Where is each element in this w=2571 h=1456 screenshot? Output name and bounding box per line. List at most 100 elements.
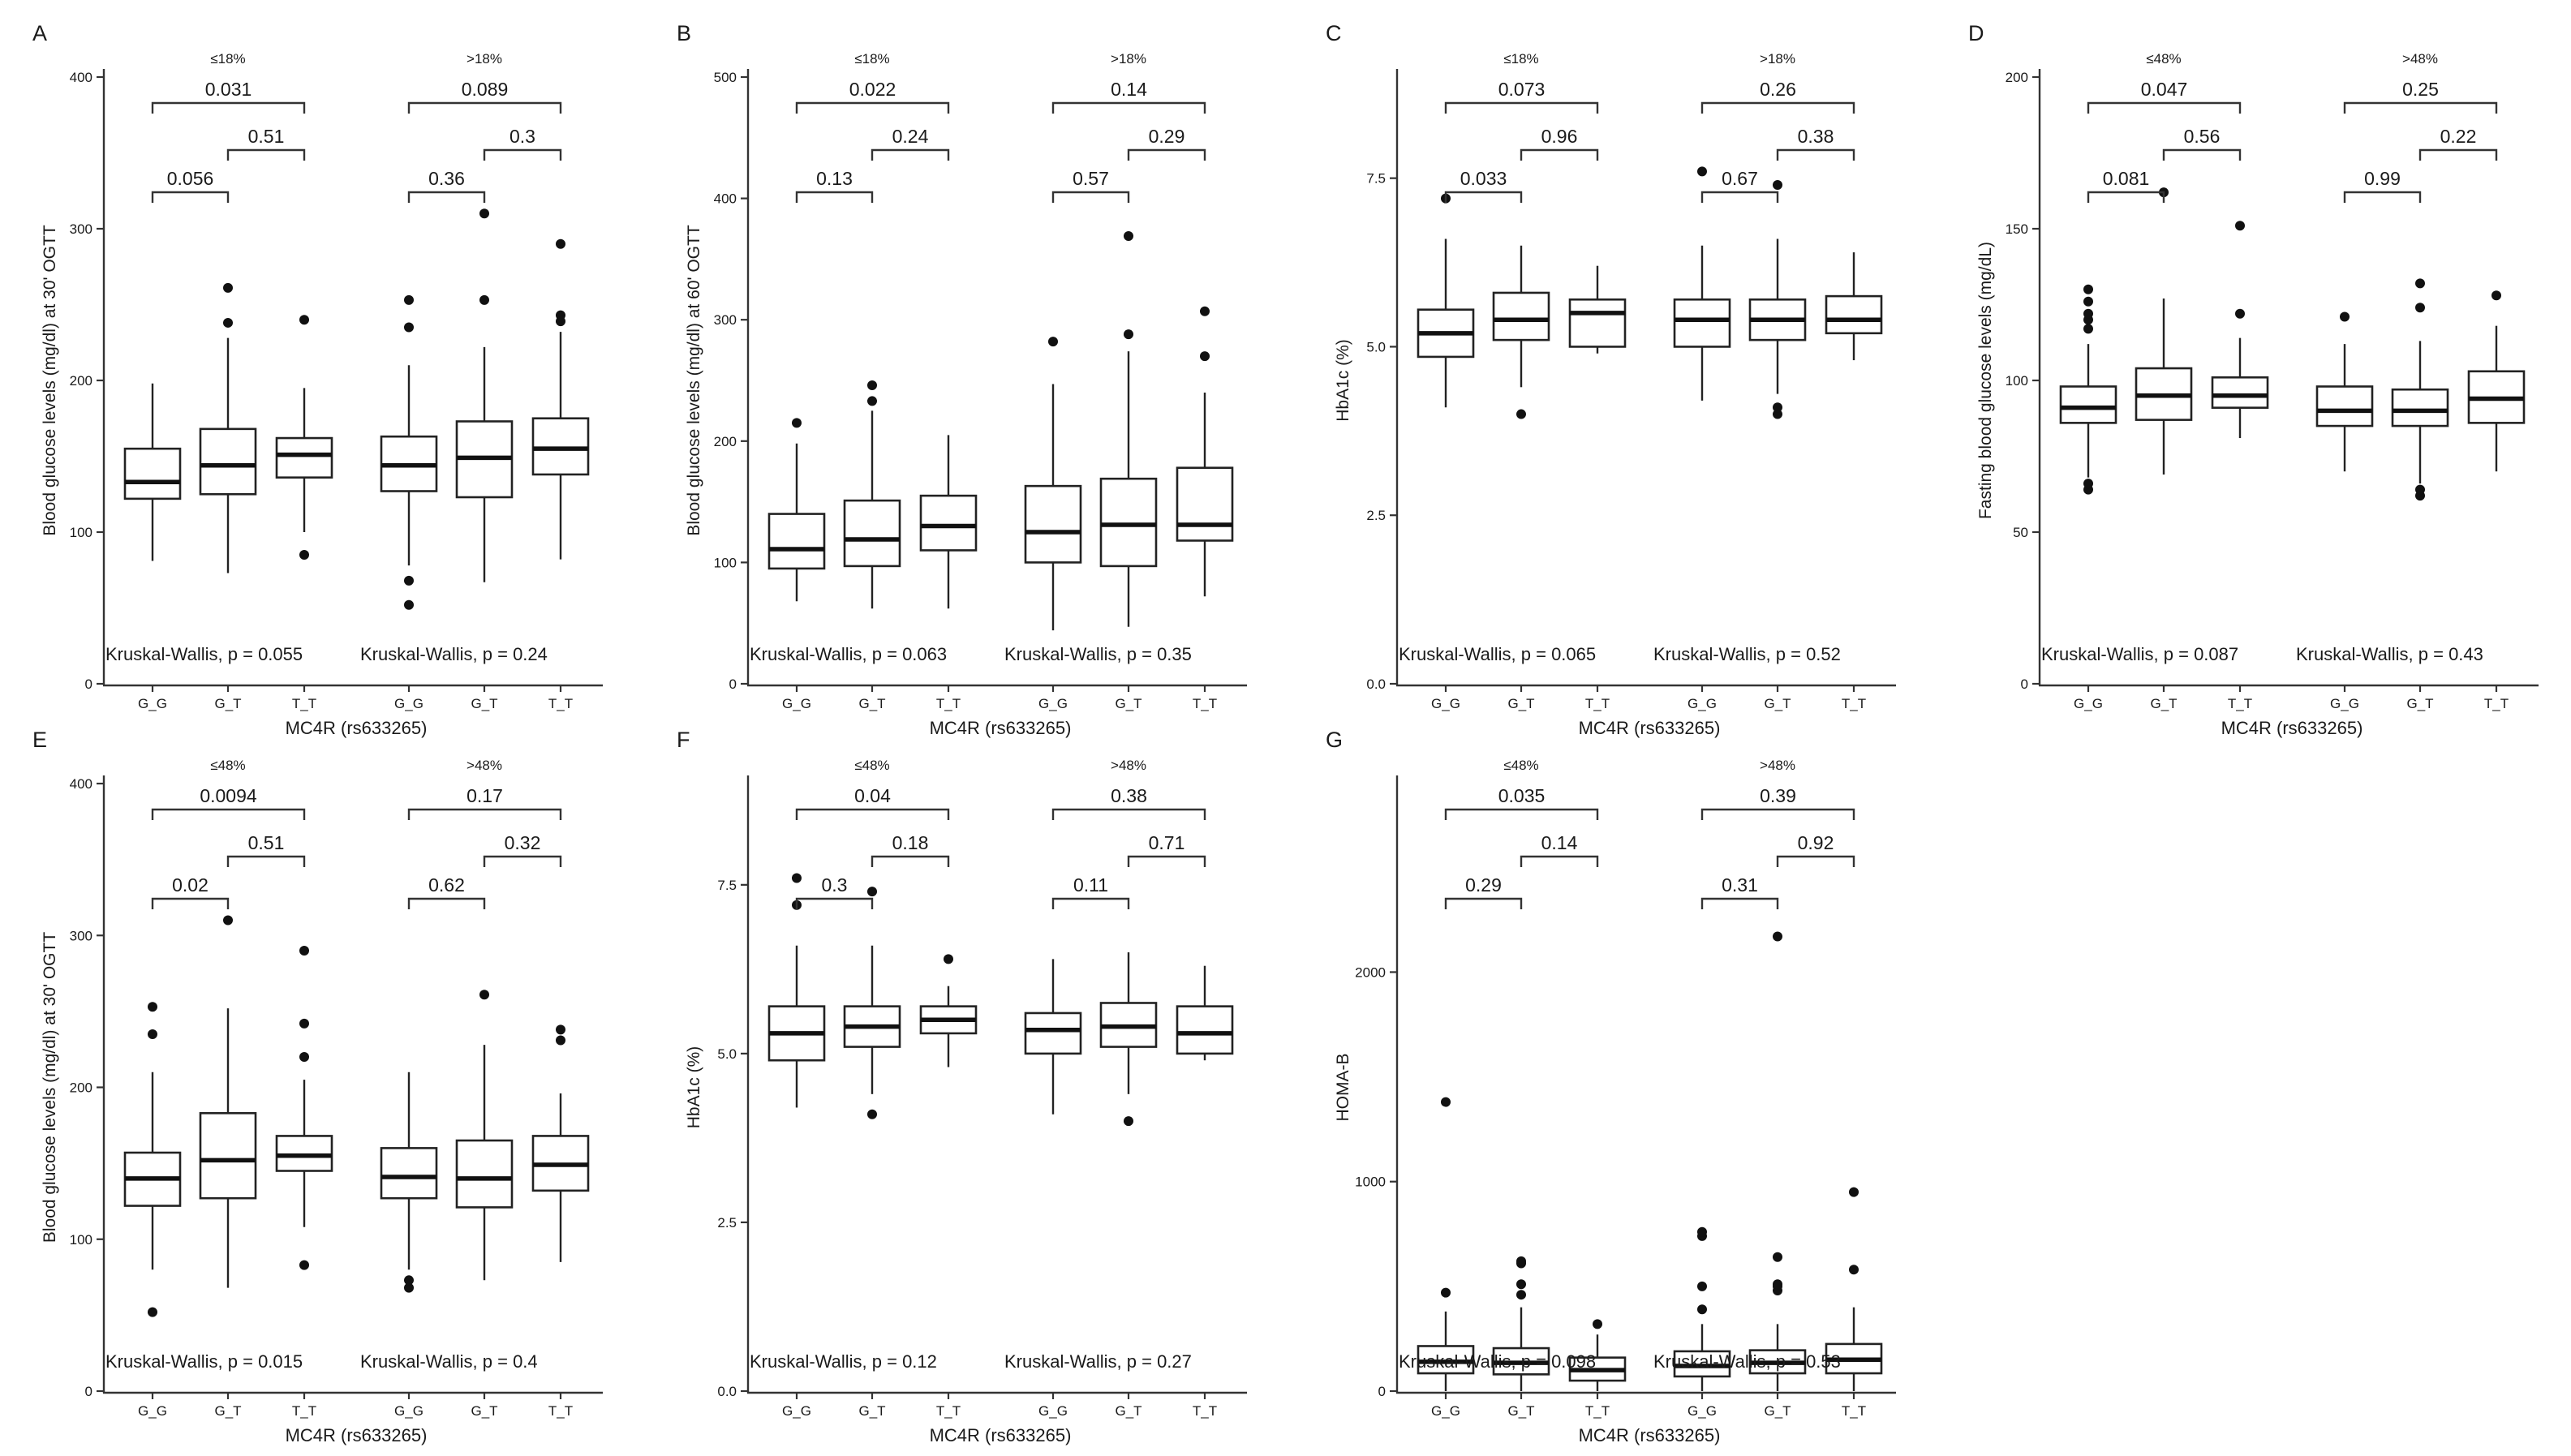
x-tick-label: G_T bbox=[1764, 1403, 1791, 1419]
facet-1: ≤48% G_G G_T T_T 0.02 0.51 0.0094 Kruskal-Walli… bbox=[105, 758, 333, 1419]
outlier-point bbox=[792, 418, 802, 428]
p-value-label: 0.073 bbox=[1498, 79, 1546, 100]
kruskal-wallis-label: Kruskal-Wallis, p = 0.015 bbox=[105, 1351, 303, 1372]
p-value-label: 0.031 bbox=[205, 79, 252, 100]
comparison-2-3: 0.3 bbox=[483, 126, 562, 161]
y-axis-title: Blood glucose levels (mg/dl) at 30' OGTT bbox=[41, 225, 59, 536]
p-value-label: 0.29 bbox=[1465, 874, 1502, 896]
box-body bbox=[1024, 1011, 1082, 1055]
y-axis-title: Fasting blood glucose levels (mg/dL) bbox=[1976, 242, 1995, 519]
facet-label: >18% bbox=[1760, 51, 1795, 67]
p-value-label: 0.38 bbox=[1111, 785, 1147, 806]
y-tick-label: 200 bbox=[2006, 70, 2028, 85]
box-g-g bbox=[1024, 959, 1082, 1115]
panel-letter: A bbox=[32, 21, 47, 45]
box-body bbox=[455, 1139, 514, 1209]
bracket-line bbox=[1444, 191, 1523, 203]
p-value-label: 0.081 bbox=[2103, 168, 2150, 189]
box-body bbox=[1673, 298, 1731, 348]
p-value-label: 0.04 bbox=[854, 785, 891, 806]
panel-g: G 0 1000 2000 HOMA-B MC4R (rs633265) ≤48% G_G G_… bbox=[1326, 728, 1896, 1445]
facet-label: >18% bbox=[1111, 51, 1146, 67]
box-g-t bbox=[1099, 952, 1158, 1127]
y-tick-label: 300 bbox=[70, 221, 92, 237]
box-body bbox=[2211, 376, 2269, 409]
comparison-1-3: 0.089 bbox=[407, 79, 562, 114]
kruskal-wallis-label: Kruskal-Wallis, p = 0.43 bbox=[2296, 644, 2483, 664]
outlier-point bbox=[1048, 337, 1058, 347]
x-axis-title: MC4R (rs633265) bbox=[930, 718, 1072, 738]
comparison-1-2: 0.13 bbox=[795, 168, 874, 203]
outlier-point bbox=[299, 550, 309, 560]
y-tick-label: 200 bbox=[714, 434, 737, 449]
bracket-line bbox=[483, 855, 562, 867]
box-g-t bbox=[199, 282, 257, 573]
bracket-line bbox=[1700, 808, 1855, 820]
outlier-point bbox=[2083, 324, 2093, 334]
facet-label: >48% bbox=[1760, 758, 1795, 773]
outlier-point bbox=[2235, 221, 2245, 231]
facet-label: ≤18% bbox=[854, 51, 889, 67]
outlier-point bbox=[1200, 306, 1210, 316]
box-t-t bbox=[1568, 265, 1627, 354]
bracket-line bbox=[795, 808, 950, 820]
outlier-point bbox=[556, 310, 565, 320]
p-value-label: 0.089 bbox=[462, 79, 509, 100]
p-value-label: 0.13 bbox=[816, 168, 853, 189]
kruskal-wallis-label: Kruskal-Wallis, p = 0.055 bbox=[105, 644, 303, 664]
box-g-g bbox=[380, 294, 438, 610]
bracket-line bbox=[1520, 855, 1599, 867]
box-g-t bbox=[1099, 230, 1158, 627]
bracket-line bbox=[2087, 101, 2242, 114]
p-value-label: 0.51 bbox=[248, 832, 285, 853]
kruskal-wallis-label: Kruskal-Wallis, p = 0.53 bbox=[1653, 1351, 1841, 1372]
kruskal-wallis-label: Kruskal-Wallis, p = 0.063 bbox=[750, 644, 947, 664]
facet-2: >18% G_G G_T T_T 0.57 0.29 0.14 Kruskal-Wallis,… bbox=[1004, 51, 1234, 711]
bracket-line bbox=[1444, 101, 1599, 114]
outlier-point bbox=[1124, 329, 1133, 340]
p-value-label: 0.22 bbox=[2440, 126, 2477, 147]
bracket-line bbox=[795, 897, 874, 909]
x-tick-label: G_T bbox=[471, 1403, 497, 1419]
kruskal-wallis-label: Kruskal-Wallis, p = 0.24 bbox=[360, 644, 548, 664]
outlier-point bbox=[2415, 303, 2425, 313]
facet-label: ≤48% bbox=[2146, 51, 2181, 67]
p-value-label: 0.96 bbox=[1541, 126, 1578, 147]
y-tick-label: 1000 bbox=[1355, 1175, 1386, 1190]
y-axis-title: Blood glucose levels (mg/dl) at 60' OGTT bbox=[685, 225, 703, 536]
p-value-label: 0.14 bbox=[1111, 79, 1147, 100]
outlier-point bbox=[2235, 308, 2245, 319]
box-g-g bbox=[123, 383, 182, 561]
y-tick-label: 400 bbox=[70, 70, 92, 85]
outlier-point bbox=[1773, 179, 1782, 190]
comparison-2-3: 0.29 bbox=[1127, 126, 1206, 161]
comparison-1-3: 0.17 bbox=[407, 785, 562, 820]
y-axis-title: Blood glucose levels (mg/dl) at 30' OGTT bbox=[41, 932, 59, 1243]
box-body bbox=[380, 1147, 438, 1200]
p-value-label: 0.99 bbox=[2364, 168, 2401, 189]
y-tick-label: 200 bbox=[70, 1080, 92, 1096]
x-tick-label: T_T bbox=[548, 1403, 573, 1419]
outlier-point bbox=[867, 887, 877, 897]
box-body bbox=[275, 436, 333, 479]
outlier-point bbox=[1516, 1279, 1526, 1290]
box-body bbox=[1825, 294, 1883, 335]
box-body bbox=[919, 494, 978, 552]
p-value-label: 0.02 bbox=[172, 874, 209, 896]
box-body bbox=[1492, 291, 1550, 341]
outlier-point bbox=[404, 599, 414, 610]
bracket-line bbox=[795, 191, 874, 203]
box-body bbox=[531, 417, 590, 476]
box-body bbox=[2315, 385, 2374, 427]
box-g-t bbox=[1748, 179, 1807, 419]
bracket-line bbox=[226, 148, 306, 161]
bracket-line bbox=[871, 148, 950, 161]
bracket-line bbox=[795, 101, 950, 114]
comparison-1-2: 0.57 bbox=[1051, 168, 1130, 203]
comparison-1-3: 0.04 bbox=[795, 785, 950, 820]
facet-1: ≤48% G_G G_T T_T 0.29 0.14 0.035 Kruskal-Wallis… bbox=[1399, 758, 1627, 1419]
outlier-point bbox=[556, 1035, 565, 1046]
p-value-label: 0.39 bbox=[1760, 785, 1796, 806]
bracket-line bbox=[226, 855, 306, 867]
comparison-1-3: 0.031 bbox=[151, 79, 306, 114]
